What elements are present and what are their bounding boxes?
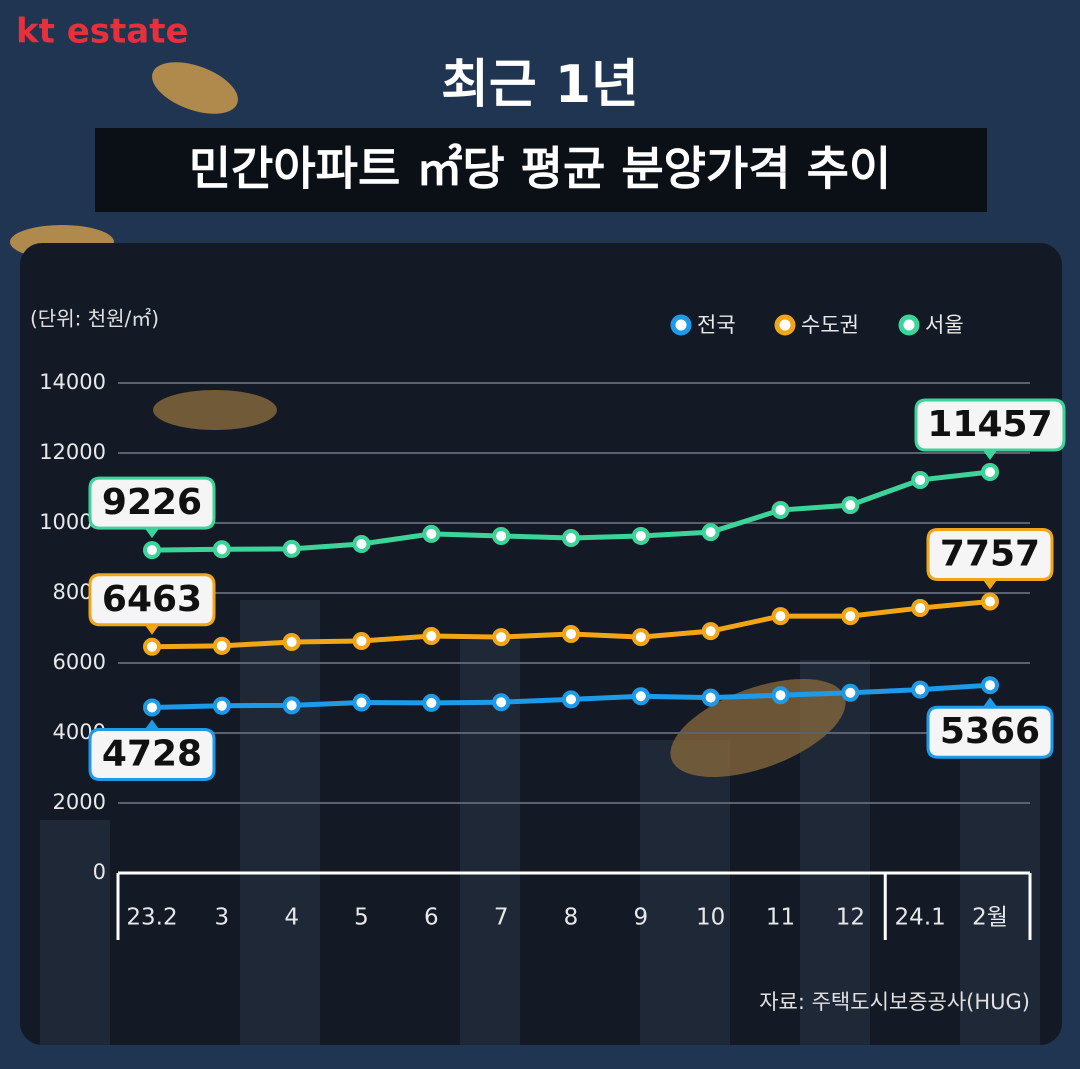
data-point	[631, 687, 650, 706]
coin-decoration	[152, 62, 238, 114]
callout-box	[926, 705, 1054, 759]
unit-label: (단위: 천원/㎡)	[30, 307, 159, 331]
callout-tail	[982, 449, 998, 461]
y-tick-label: 12000	[39, 440, 106, 464]
data-point	[701, 688, 720, 707]
legend-marker	[898, 314, 920, 336]
chart-title: 최근 1년	[441, 55, 639, 115]
data-point	[352, 693, 371, 712]
x-tick-label: 3	[215, 905, 230, 931]
y-tick-label: 2000	[53, 790, 106, 814]
legend-marker	[774, 314, 796, 336]
subtitle-box	[95, 128, 987, 212]
x-tick-label: 11	[766, 905, 795, 931]
data-point	[771, 686, 790, 705]
callout-box	[88, 476, 216, 530]
data-point	[631, 628, 650, 647]
legend-marker	[670, 314, 692, 336]
x-tick-label: 2월	[972, 905, 1008, 931]
data-point	[212, 696, 231, 715]
data-label: 5366	[940, 711, 1040, 752]
legend-label: 서울	[925, 313, 964, 337]
logo: kt estate	[16, 12, 189, 52]
coin-decoration	[153, 390, 277, 430]
callout-tail	[144, 527, 160, 539]
x-tick-label: 9	[634, 905, 649, 931]
data-label: 9226	[102, 482, 202, 523]
data-point	[562, 529, 580, 548]
callout-box	[88, 728, 216, 782]
x-tick-label: 8	[564, 905, 579, 931]
callout-box	[914, 398, 1066, 452]
data-point	[981, 463, 999, 482]
data-point	[422, 627, 441, 646]
callout-box	[926, 528, 1054, 582]
value-callout: 11457	[914, 398, 1066, 461]
data-point	[212, 540, 231, 559]
data-point	[631, 526, 650, 545]
data-label: 11457	[927, 404, 1052, 445]
callout-tail	[144, 719, 160, 731]
value-callout: 4728	[88, 719, 216, 782]
value-callout: 5366	[926, 697, 1054, 759]
data-point	[911, 680, 930, 699]
data-label: 6463	[102, 579, 202, 620]
data-point	[422, 693, 441, 712]
data-point	[701, 622, 720, 641]
data-point	[701, 523, 720, 542]
legend-label: 전국	[697, 313, 736, 337]
data-point	[771, 607, 790, 626]
data-point	[771, 501, 790, 520]
x-tick-label: 6	[424, 905, 439, 931]
x-tick-label: 24.1	[895, 905, 946, 931]
x-tick-label: 12	[836, 905, 865, 931]
data-point	[562, 624, 580, 643]
data-point	[492, 628, 511, 647]
data-point	[143, 541, 161, 560]
data-point	[352, 535, 371, 553]
data-point	[282, 633, 301, 651]
x-tick-label: 7	[494, 905, 509, 931]
data-point	[841, 496, 860, 515]
data-point	[212, 636, 231, 655]
data-point	[492, 693, 511, 712]
callout-tail	[982, 697, 998, 709]
callout-tail	[982, 578, 998, 590]
data-point	[422, 524, 441, 543]
data-point	[981, 676, 999, 695]
data-point	[841, 607, 860, 626]
data-point	[981, 592, 999, 611]
data-point	[282, 539, 301, 558]
data-point	[143, 698, 161, 717]
callout-box	[88, 573, 216, 627]
data-point	[492, 526, 511, 545]
data-point	[911, 599, 930, 618]
skyline-decoration	[40, 600, 1040, 1045]
data-label: 7757	[940, 534, 1040, 575]
x-tick-label: 10	[696, 905, 725, 931]
data-point	[911, 470, 930, 489]
value-callout: 6463	[88, 573, 216, 635]
data-label: 4728	[102, 734, 202, 775]
data-point	[841, 683, 860, 702]
y-tick-label: 6000	[53, 650, 106, 674]
data-point	[352, 631, 371, 650]
x-tick-label: 4	[284, 905, 299, 931]
source: 자료: 주택도시보증공사(HUG)	[759, 990, 1030, 1014]
x-tick-label: 23.2	[126, 905, 177, 931]
value-callout: 9226	[88, 476, 216, 539]
legend-label: 수도권	[801, 313, 859, 337]
x-tick-label: 5	[354, 905, 369, 931]
data-point	[282, 696, 301, 715]
chart-subtitle: 민간아파트 ㎡당 평균 분양가격 추이	[189, 142, 892, 196]
value-callout: 7757	[926, 528, 1054, 590]
y-tick-label: 0	[93, 860, 106, 884]
data-point	[562, 690, 580, 709]
y-tick-label: 14000	[39, 370, 106, 394]
coin-decoration	[670, 678, 846, 778]
callout-tail	[144, 623, 160, 635]
data-point	[143, 637, 161, 656]
